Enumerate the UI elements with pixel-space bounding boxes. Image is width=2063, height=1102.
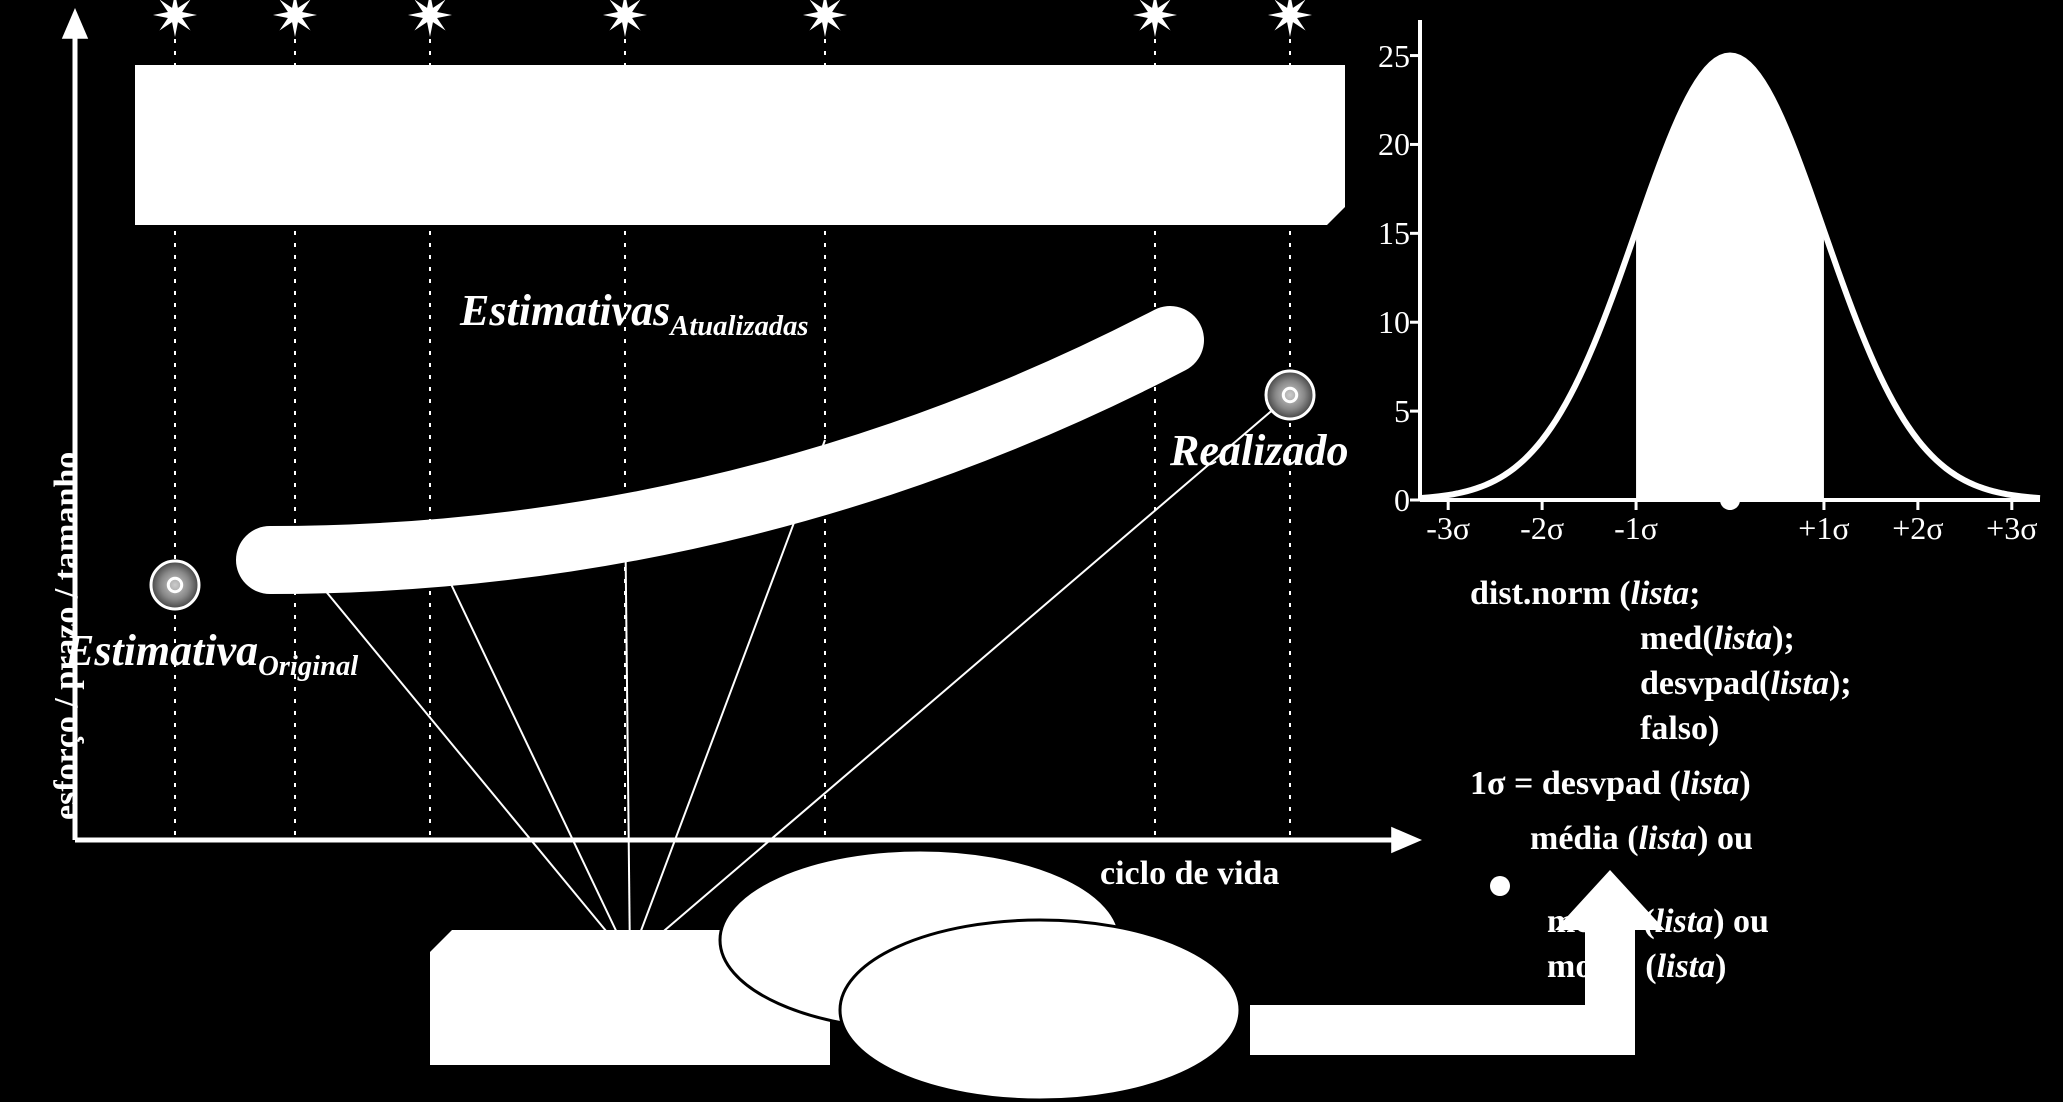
dist-ytick: 5	[1360, 393, 1410, 430]
formula-line6c: modo (lista)	[1530, 910, 1726, 986]
x-axis-label: ciclo de vida	[1100, 855, 1279, 893]
dist-ytick: 10	[1360, 304, 1410, 341]
formula-line3: desvpad(lista);	[1640, 665, 1852, 703]
dist-ytick: 25	[1360, 38, 1410, 75]
dist-xtick: -2σ	[1502, 510, 1582, 547]
diagram-root: esforço / prazo / tamanho ciclo de vida …	[0, 0, 2063, 1102]
dist-xtick: +3σ	[1972, 510, 2052, 547]
formula-line4: falso)	[1640, 710, 1719, 748]
dist-xtick: -1σ	[1596, 510, 1676, 547]
dist-ytick: 0	[1360, 482, 1410, 519]
dist-ytick: 20	[1360, 126, 1410, 163]
dist-xtick: +1σ	[1784, 510, 1864, 547]
dist-xtick: +2σ	[1878, 510, 1958, 547]
curve-label: EstimativasAtualizadas	[460, 285, 809, 343]
formula-line6a: média (lista) ou	[1530, 820, 1753, 858]
formula-line5: 1σ = desvpad (lista)	[1470, 765, 1751, 803]
dist-ytick: 15	[1360, 215, 1410, 252]
formula-line1: dist.norm (lista;	[1470, 575, 1700, 613]
dist-xtick: -3σ	[1408, 510, 1488, 547]
estimate-original-label: EstimativaOriginal	[65, 625, 358, 683]
formula-line2: med(lista);	[1640, 620, 1795, 658]
realized-label: Realizado	[1170, 425, 1348, 476]
